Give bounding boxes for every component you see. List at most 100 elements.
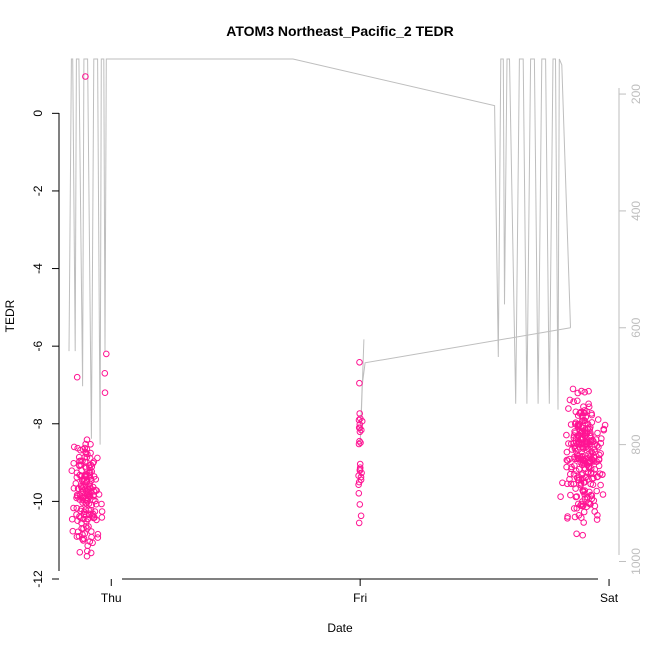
data-point-125 bbox=[88, 528, 95, 535]
data-point-192 bbox=[355, 519, 363, 527]
data-point-161 bbox=[79, 476, 86, 483]
data-point-355 bbox=[593, 487, 601, 495]
data-point-466 bbox=[582, 438, 589, 445]
x-tick-label-2: Sat bbox=[600, 591, 619, 605]
data-point-159 bbox=[83, 436, 91, 444]
data-point-385 bbox=[585, 400, 592, 408]
data-point-381 bbox=[578, 387, 585, 395]
data-point-390 bbox=[588, 456, 596, 464]
data-point-320 bbox=[567, 470, 574, 478]
data-point-460 bbox=[582, 441, 590, 449]
data-point-168 bbox=[80, 508, 88, 516]
data-point-269 bbox=[574, 389, 582, 397]
data-point-95 bbox=[92, 497, 99, 505]
y-axis-label: TEDR bbox=[3, 299, 17, 332]
data-point-370 bbox=[563, 431, 570, 439]
data-point-169 bbox=[75, 532, 83, 540]
data-point-321 bbox=[585, 387, 592, 395]
data-point-134 bbox=[86, 455, 94, 462]
data-point-151 bbox=[88, 463, 96, 471]
data-point-81 bbox=[77, 483, 85, 490]
data-point-423 bbox=[564, 515, 571, 522]
data-point-146 bbox=[70, 443, 78, 451]
data-point-165 bbox=[78, 493, 85, 500]
data-point-144 bbox=[86, 492, 94, 500]
data-point-156 bbox=[86, 480, 93, 488]
data-point-181 bbox=[356, 379, 363, 387]
data-point-470 bbox=[103, 350, 110, 358]
data-point-395 bbox=[589, 481, 597, 489]
data-point-337 bbox=[596, 451, 603, 459]
data-point-87 bbox=[68, 467, 76, 475]
data-point-394 bbox=[570, 471, 578, 478]
data-point-362 bbox=[568, 446, 576, 453]
x-tick-label-0: Thu bbox=[101, 591, 122, 605]
y-tick-label-1: -2 bbox=[31, 185, 45, 196]
data-point-471 bbox=[101, 389, 109, 397]
data-point-153 bbox=[85, 523, 92, 530]
y-tick-label-6: -12 bbox=[31, 570, 45, 588]
data-point-452 bbox=[586, 488, 593, 496]
data-point-233 bbox=[563, 448, 571, 456]
data-point-88 bbox=[87, 441, 94, 448]
data-point-223 bbox=[571, 513, 579, 521]
data-point-190 bbox=[357, 512, 365, 520]
data-point-158 bbox=[92, 486, 99, 494]
y2-tick-label-0: 200 bbox=[629, 84, 643, 104]
data-point-444 bbox=[585, 403, 593, 411]
data-point-442 bbox=[580, 461, 587, 468]
data-point-154 bbox=[75, 453, 83, 461]
data-point-183 bbox=[356, 437, 363, 445]
data-point-447 bbox=[588, 411, 596, 419]
data-point-185 bbox=[358, 417, 366, 425]
data-point-163 bbox=[72, 480, 80, 487]
data-point-194 bbox=[355, 490, 363, 497]
data-point-145 bbox=[84, 542, 91, 550]
data-point-339 bbox=[569, 385, 577, 393]
data-point-464 bbox=[566, 455, 573, 463]
data-point-3 bbox=[94, 530, 102, 538]
data-point-160 bbox=[82, 440, 89, 448]
data-point-461 bbox=[573, 493, 581, 500]
data-point-462 bbox=[587, 491, 595, 499]
data-point-254 bbox=[573, 530, 580, 538]
data-point-436 bbox=[584, 426, 591, 433]
data-point-365 bbox=[594, 429, 601, 437]
data-point-188 bbox=[356, 428, 364, 436]
data-point-94 bbox=[85, 500, 93, 507]
data-point-454 bbox=[571, 455, 578, 463]
data-point-449 bbox=[579, 412, 586, 420]
data-point-324 bbox=[567, 480, 575, 488]
data-point-445 bbox=[584, 469, 592, 476]
data-point-91 bbox=[90, 473, 98, 480]
y2-tick-label-1: 400 bbox=[629, 201, 643, 221]
data-point-237 bbox=[597, 450, 605, 457]
data-point-143 bbox=[79, 496, 86, 504]
data-point-141 bbox=[98, 508, 106, 515]
data-point-398 bbox=[578, 471, 585, 478]
data-point-404 bbox=[575, 431, 582, 439]
data-point-187 bbox=[357, 439, 364, 447]
data-point-118 bbox=[76, 471, 83, 479]
data-point-43 bbox=[69, 527, 77, 535]
data-point-11 bbox=[94, 534, 102, 541]
data-point-92 bbox=[98, 500, 105, 508]
data-point-131 bbox=[93, 516, 100, 524]
data-point-251 bbox=[579, 531, 587, 539]
y-tick-label-5: -10 bbox=[31, 492, 45, 510]
data-point-469 bbox=[73, 373, 81, 381]
data-point-327 bbox=[575, 500, 582, 508]
data-point-427 bbox=[591, 446, 598, 453]
data-point-26 bbox=[68, 515, 76, 523]
data-point-317 bbox=[585, 499, 592, 507]
data-point-148 bbox=[80, 510, 88, 518]
data-point-400 bbox=[581, 407, 588, 414]
chart-title: ATOM3 Northeast_Pacific_2 TEDR bbox=[226, 23, 453, 39]
data-point-424 bbox=[557, 493, 564, 501]
data-point-438 bbox=[567, 421, 575, 428]
data-point-448 bbox=[581, 426, 589, 434]
data-point-195 bbox=[356, 501, 364, 508]
data-point-191 bbox=[358, 426, 365, 434]
data-point-357 bbox=[566, 396, 574, 404]
